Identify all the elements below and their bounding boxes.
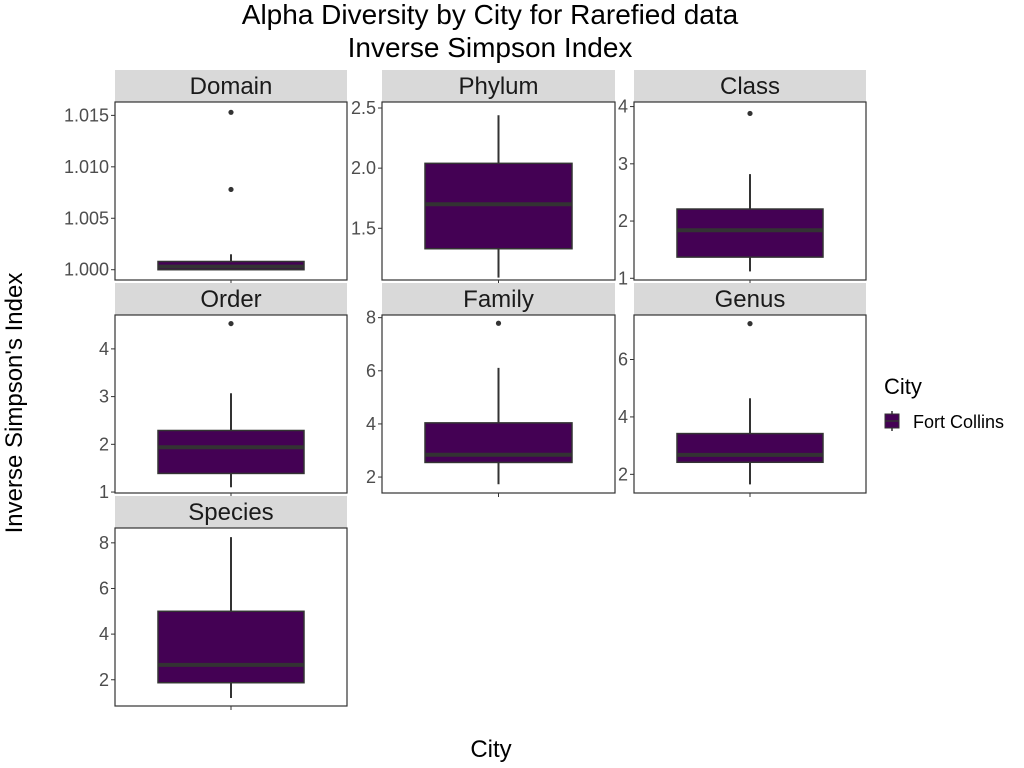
facet-strip-species [115,496,347,528]
legend-entries: Fort Collins [884,411,1004,432]
facet-label-domain: Domain [190,73,273,100]
facet-strip-class [634,70,866,102]
y-tick-label-family: 4 [366,414,376,434]
legend: City Fort Collins [884,374,1004,432]
y-tick-label-class: 2 [618,211,628,231]
y-tick-label-order: 1 [99,482,109,502]
y-tick-label-class: 4 [618,97,628,117]
y-tick-label-domain: 1.015 [64,105,109,125]
y-tick-label-class: 1 [618,268,628,288]
y-tick-label-genus: 4 [618,407,628,427]
panel-species: Species 2 4 6 8 [99,496,348,710]
y-tick-label-order: 3 [99,387,109,407]
y-tick-label-family: 6 [366,361,376,381]
panel-genus: Genus 2 4 6 [618,283,867,497]
y-tick-label-species: 4 [99,624,109,644]
legend-entry-label: Fort Collins [913,412,1004,432]
outlier-point-class [747,110,753,117]
legend-title: City [884,374,922,399]
y-tick-label-species: 2 [99,670,109,690]
facet-label-phylum: Phylum [458,73,538,100]
facet-strip-phylum [382,70,615,102]
facet-strip-family [382,283,615,315]
y-tick-label-order: 4 [99,339,109,359]
panel-domain: Domain 1.000 1.005 1.010 1.015 [64,70,348,284]
y-tick-label-family: 2 [366,467,376,487]
facet-label-genus: Genus [715,286,786,313]
y-tick-label-species: 6 [99,578,109,598]
y-tick-label-genus: 2 [618,464,628,484]
outlier-point-domain [228,109,234,115]
y-tick-label-domain: 1.010 [64,157,109,177]
x-axis-label: City [470,736,511,763]
y-tick-label-species: 8 [99,533,109,553]
panel-family: Family 2 4 6 8 [366,283,616,497]
legend-key [884,411,900,431]
y-tick-label-genus: 6 [618,350,628,370]
facet-strip-genus [634,283,866,315]
y-tick-label-domain: 1.000 [64,260,109,280]
facet-label-species: Species [188,499,273,526]
outlier-point-order [228,320,234,327]
facet-label-class: Class [720,73,780,100]
facet-strip-domain [115,70,347,102]
y-tick-label-family: 8 [366,308,376,328]
y-tick-label-domain: 1.005 [64,208,109,228]
chart-subtitle: Inverse Simpson Index [348,32,633,63]
box-order [157,429,305,475]
y-tick-label-phylum: 2.5 [351,98,376,118]
outlier-point-genus [747,321,753,327]
panel-phylum: Phylum 1.5 2.0 2.5 [351,70,616,284]
y-tick-label-phylum: 2.0 [351,158,376,178]
facet-strip-order [115,283,347,315]
chart-title: Alpha Diversity by City for Rarefied dat… [242,0,739,30]
facet-label-order: Order [200,286,261,313]
y-tick-label-order: 2 [99,434,109,454]
panel-order: Order 1 2 3 4 [99,283,348,502]
facet-label-family: Family [463,286,534,313]
y-axis-label: Inverse Simpson's Index [1,273,28,534]
box-class [676,208,824,258]
y-tick-label-phylum: 1.5 [351,218,376,238]
facet-panels: Domain 1.000 1.005 1.010 1.015 Phylum 1.5 2.0 2.… [64,70,867,710]
outlier-point-family [495,320,502,326]
y-tick-label-class: 3 [618,154,628,174]
panel-class: Class 1 2 3 4 [618,70,867,288]
box-species [157,610,305,684]
outlier-point-domain [228,186,234,193]
box-genus [676,432,824,464]
